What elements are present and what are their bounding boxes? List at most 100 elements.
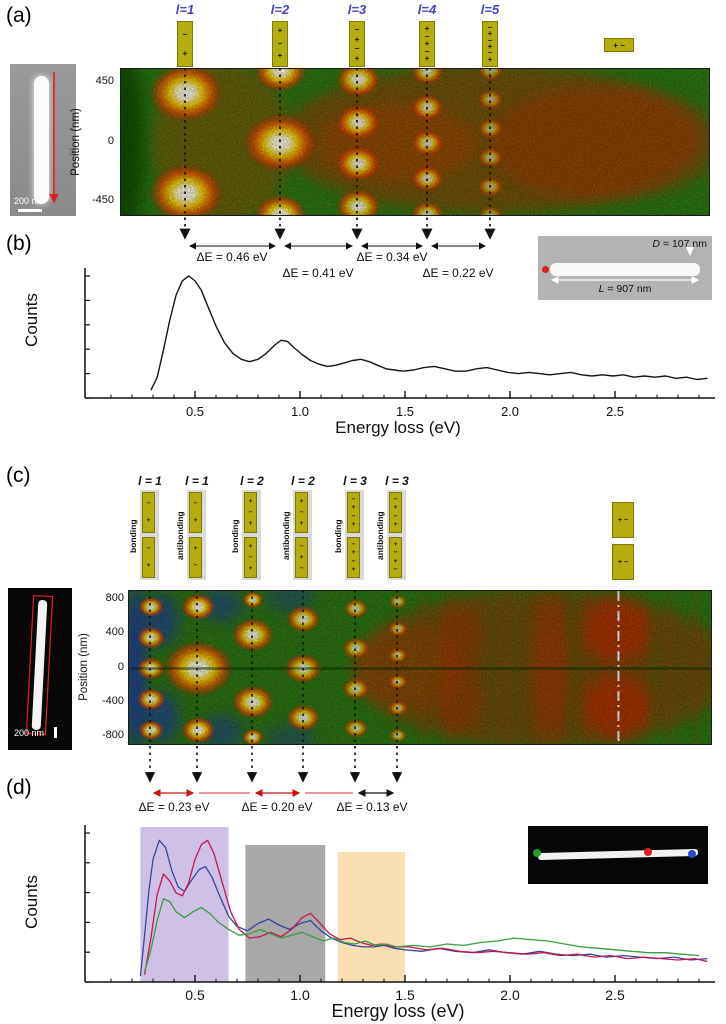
sem-image-c: 200 nm [8,588,72,750]
mode-label-a-2: l=2 [270,2,290,17]
diameter-value: = 107 nm [660,238,707,250]
dimer-rod-top: − + − + [347,492,360,533]
dimer-diagram-c-5: − + − + − + − + [345,490,364,580]
nanorod-a [34,76,49,204]
svg-text:1.5: 1.5 [395,987,415,1003]
mode-column-a-1: l=1 − + [155,2,215,67]
mode-label-a-4: l=4 [417,2,437,17]
map-c-ylabel: Position (nm) [78,633,90,701]
sem-image-a: 200 nm [10,64,76,216]
charge-diagram-a-5: − + − + − + [482,21,498,67]
coupling-label-c-4: antibonding [281,511,291,561]
map-c-ytick-m400: -400 [101,695,124,707]
transverse-mode-diagram-c-1: + − [612,502,634,538]
diameter-var: D [652,238,660,250]
svg-text:1.5: 1.5 [396,404,414,419]
probe-dot-green [533,849,541,857]
nanorod-dimer-c [25,594,54,736]
delta-e-label-b-4: ΔE = 0.22 eV [422,266,494,280]
dimer-rod-top: + − + [244,492,257,533]
svg-text:1.0: 1.0 [291,404,309,419]
dimer-rod-bottom: − + − + [347,537,360,578]
delta-e-label-b-2: ΔE = 0.41 eV [282,266,354,280]
svg-text:0.5: 0.5 [185,987,205,1003]
scale-bar-label-c: 200 nm [14,728,45,738]
delta-e-label-d-1: ΔE = 0.23 eV [138,800,210,814]
map-a-ytick-0: 0 [107,135,114,147]
mode-label-a-1: l=1 [175,2,195,17]
charge-diagram-a-4: + − + − + [419,21,435,67]
dimer-rod-bottom: + − + − [389,537,402,578]
inset-sem-b: D = 107 nm L = 907 nm [538,236,712,300]
mode-column-a-3: l=3 − + − + [327,2,387,67]
svg-text:2.0: 2.0 [501,404,519,419]
dimer-rod-top: − + − + [389,492,402,533]
coupling-label-c-6: antibonding [375,511,385,561]
mode-label-c-3: l = 2 [240,474,264,488]
map-a-ytick-450: 450 [95,75,114,87]
mode-column-a-5: l=5 − + − + − + [460,2,520,67]
length-value: = 907 nm [604,283,652,295]
inset-rod-d [537,848,699,861]
panel-d-label: (d) [6,776,32,799]
spectra-d: 0.5 1.0 1.5 2.0 2.5 [84,825,715,1003]
transverse-mode-diagram-c-2: + − [612,544,634,580]
dimer-diagram-c-2: − + + − [187,490,206,580]
dimer-rod-bottom: + − + [244,537,257,578]
map-c-ytick-0: 0 [117,661,124,673]
scale-bar-c [54,727,57,738]
svg-text:2.5: 2.5 [605,987,625,1003]
delta-e-label-d-3: ΔE = 0.13 eV [336,800,408,814]
inset-dark-field-d [528,826,708,884]
dimer-rod-bottom: + − [189,537,202,578]
d-xlabel: Energy loss (eV) [331,1001,465,1021]
dimer-rod-top: + − + [295,492,308,533]
panel-b-label: (b) [6,232,32,255]
inset-rod-b [550,263,700,276]
svg-text:2.0: 2.0 [500,987,520,1003]
coupling-label-c-1: bonding [128,519,138,553]
mode-label-c-5: l = 3 [343,474,367,488]
dimer-diagram-c-1: − + − + [140,490,159,580]
spectrum-b: 0.5 1.0 1.5 2.0 2.5 [84,268,715,419]
scale-bar-a [18,209,42,212]
coupling-label-c-5: bonding [333,519,343,553]
delta-e-label-d-2: ΔE = 0.20 eV [241,800,313,814]
coupling-label-c-3: bonding [230,519,240,553]
eels-map-c [128,590,712,745]
diameter-arrow [686,247,694,256]
dimer-rod-bottom: − + [142,537,155,578]
length-label: L = 907 nm [538,283,712,295]
mode-label-c-1: l = 1 [138,474,162,488]
mode-label-c-2: l = 1 [185,474,209,488]
map-a-ytick-m450: -450 [91,194,114,206]
beam-path-arrow-a [49,72,59,204]
charge-diagram-a-1: − + [177,21,193,67]
map-c-ytick-400: 400 [105,626,124,638]
mode-label-c-6: l = 3 [385,474,409,488]
dimer-rod-top: − + [189,492,202,533]
length-var: L [598,283,605,295]
mode-column-a-2: l=2 + − + [250,2,310,67]
mode-column-a-4: l=4 + − + − + [397,2,457,67]
panel-c-label: (c) [6,464,31,487]
dimer-diagram-c-6: − + − + + − + − [387,490,406,580]
probe-dot-blue [688,850,696,858]
svg-text:1.0: 1.0 [290,987,310,1003]
dimer-rod-top: − + [142,492,155,533]
beam-position-dot-red [542,266,549,273]
map-c-ytick-m800: -800 [101,729,124,741]
coupling-label-c-2: antibonding [175,511,185,561]
delta-e-label-b-1: ΔE = 0.46 eV [196,250,268,264]
transverse-mode-diagram-a: + − [604,38,634,52]
dimension-arrows [550,247,700,284]
svg-text:0.5: 0.5 [186,404,204,419]
probe-dot-red [644,848,652,856]
scale-bar-label-a: 200 nm [14,196,45,206]
dimer-diagram-c-4: + − + − + − [293,490,312,580]
charge-diagram-a-2: + − + [272,21,288,67]
charge-diagram-a-3: − + − + [349,21,365,67]
delta-e-label-b-3: ΔE = 0.34 eV [356,250,428,264]
mode-label-a-3: l=3 [347,2,367,17]
